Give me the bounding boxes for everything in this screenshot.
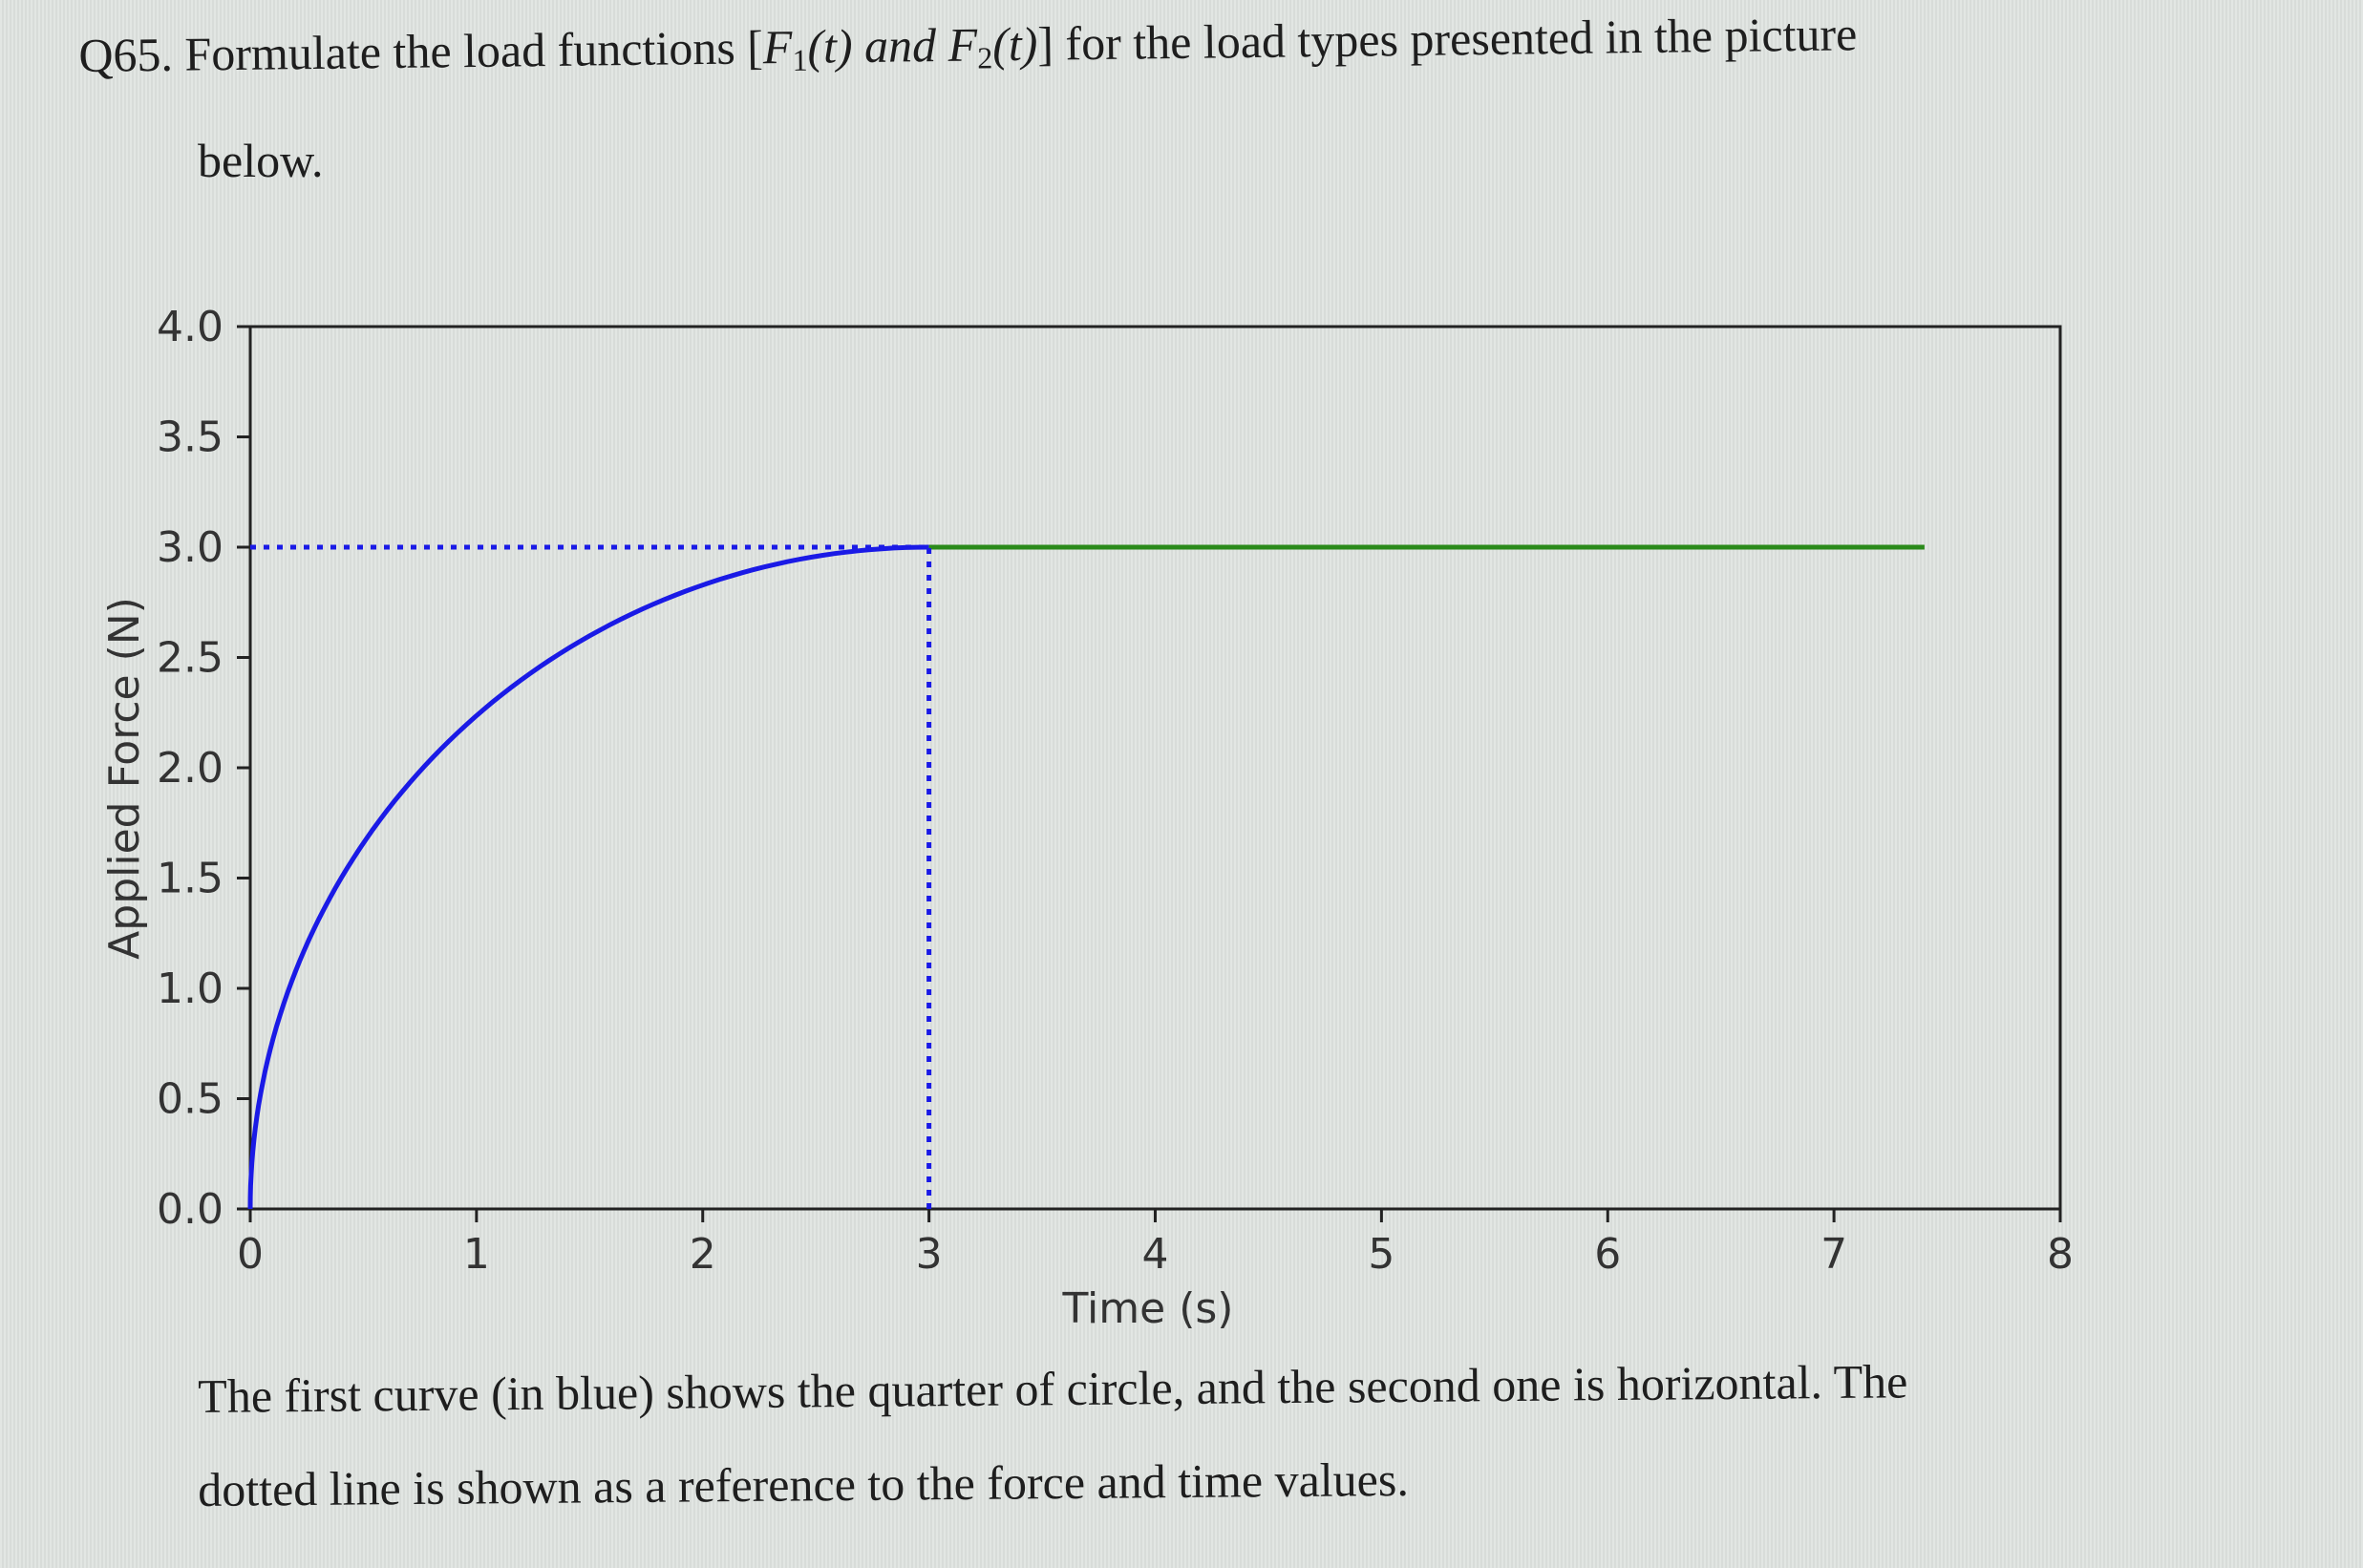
question-line2: below. <box>198 134 324 187</box>
x-tick-label: 2 <box>690 1230 716 1279</box>
x-tick-label: 6 <box>1594 1230 1621 1279</box>
y-tick-label: 2.5 <box>157 634 224 683</box>
axes-frame <box>248 325 2062 1211</box>
y-tick-label: 3.0 <box>157 523 224 572</box>
x-tick-label: 0 <box>237 1230 264 1279</box>
x-tick-label: 4 <box>1142 1230 1169 1279</box>
y-axis-label: Applied Force (N) <box>100 597 149 960</box>
y-tick-label: 1.0 <box>157 964 224 1013</box>
f1-quarter-circle-curve <box>247 544 929 1210</box>
x-axis-label: Time (s) <box>1062 1284 1234 1333</box>
x-tick-label: 1 <box>463 1230 490 1279</box>
y-tick-label: 1.5 <box>157 855 224 903</box>
y-tick-label: 2.0 <box>157 744 224 793</box>
x-tick-label: 3 <box>916 1230 943 1279</box>
y-tick-label: 0.5 <box>157 1075 224 1124</box>
y-tick-label: 0.0 <box>157 1185 224 1234</box>
x-tick-label: 7 <box>1820 1230 1847 1279</box>
y-tick-label: 4.0 <box>157 303 224 351</box>
y-tick-label: 3.5 <box>157 413 224 462</box>
plot-area: 0 1 2 3 4 5 6 7 8 0.0 0.5 1.0 1.5 2.0 2.5 3.0 3.5 4.0 <box>157 303 2074 1279</box>
x-tick-label: 5 <box>1368 1230 1394 1279</box>
x-tick-label: 8 <box>2047 1230 2074 1279</box>
caption-line-2: dotted line is shown as a reference to t… <box>198 1451 1410 1516</box>
